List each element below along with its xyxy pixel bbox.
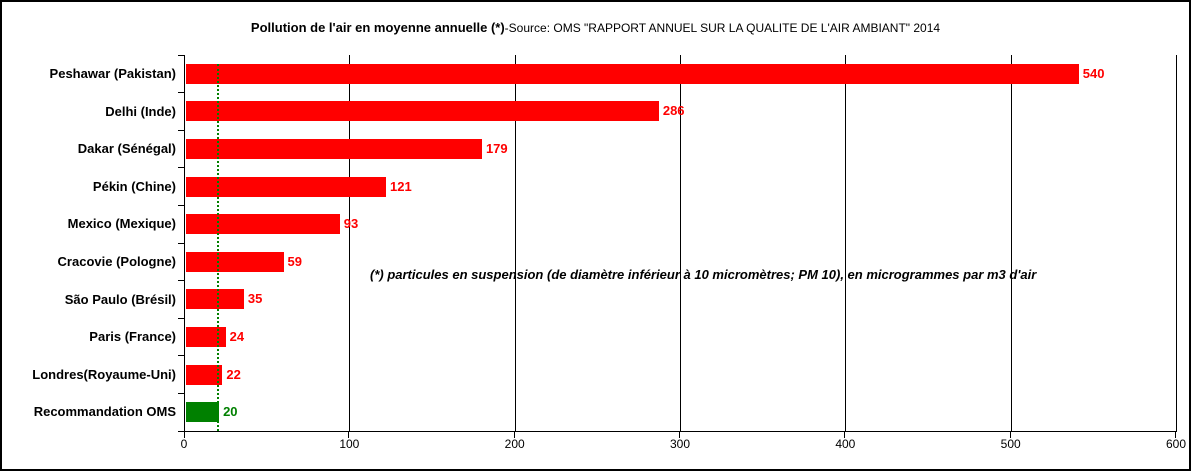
bar-paris-france	[186, 327, 226, 347]
bar-value-label: 24	[229, 329, 245, 344]
category-axis-tick	[178, 317, 184, 319]
gridline-200	[514, 55, 516, 431]
chart-title-source: -Source: OMS "RAPPORT ANNUEL SUR LA QUAL…	[504, 21, 941, 35]
category-axis-tick	[178, 204, 184, 206]
category-label: Recommandation OMS	[33, 404, 176, 420]
gridline-500	[1010, 55, 1012, 431]
value-axis-tick	[348, 432, 350, 438]
bar-value-label: 93	[343, 216, 359, 232]
value-axis-tick	[679, 432, 680, 438]
bar-delhi-inde	[186, 101, 659, 122]
value-axis-tick	[184, 432, 185, 438]
bar-cracovie-pologne	[186, 251, 284, 272]
value-axis-label: 100	[339, 437, 360, 451]
category-axis-tick	[178, 242, 184, 244]
category-label: Cracovie (Pologne)	[57, 254, 176, 269]
category-label: Pékin (Chine)	[92, 178, 176, 194]
category-label: Delhi (Inde)	[105, 103, 176, 119]
value-axis-tick	[513, 432, 515, 438]
value-axis-label: 400	[835, 437, 856, 451]
footnote-annotation: (*) particules en suspension (de diamètr…	[370, 267, 1037, 282]
chart-title: Pollution de l'air en moyenne annuelle (…	[2, 19, 1189, 37]
value-axis-tick	[1175, 432, 1176, 438]
category-label: Paris (France)	[89, 329, 176, 345]
value-axis-label: 200	[504, 437, 525, 451]
bar-value-label: 59	[287, 253, 302, 269]
gridline-100	[349, 55, 351, 431]
category-label: Londres(Royaume-Uni)	[32, 366, 176, 382]
bar-value-label: 179	[485, 141, 508, 156]
category-axis-tick	[178, 92, 184, 94]
category-axis-tick	[178, 129, 184, 131]
bar-dakar-s-n-gal	[186, 139, 482, 159]
bar-value-label: 35	[247, 291, 263, 307]
value-axis-label: 600	[1165, 437, 1187, 451]
chart-title-main: Pollution de l'air en moyenne annuelle (…	[250, 20, 505, 35]
category-label: Dakar (Sénégal)	[77, 141, 176, 157]
gridline-600	[1176, 55, 1177, 431]
bar-value-label: 20	[223, 404, 238, 420]
bar-value-label: 540	[1082, 65, 1105, 81]
bar-recommandation-oms	[186, 402, 220, 423]
plot-area: 540 286 179 121 93 59 35 24 22 20	[184, 55, 1177, 432]
category-axis-tick	[178, 430, 184, 432]
bar-peshawar-pakistan	[186, 63, 1079, 84]
category-axis-tick	[178, 280, 184, 282]
category-axis-tick	[178, 54, 184, 56]
bar-value-label: 286	[662, 103, 685, 119]
bar-p-kin-chine	[186, 176, 387, 197]
bar-s-o-paulo-br-sil	[186, 289, 244, 310]
value-axis-tick	[1009, 432, 1011, 438]
value-axis-label: 0	[180, 437, 188, 451]
gridline-300	[680, 55, 681, 431]
value-axis-label: 500	[1000, 437, 1021, 451]
category-label: Peshawar (Pakistan)	[49, 66, 176, 81]
category-label: Mexico (Mexique)	[67, 216, 176, 232]
category-axis-tick	[178, 355, 184, 357]
value-axis-tick	[844, 432, 846, 438]
bar-value-label: 22	[226, 366, 241, 382]
category-axis-tick	[178, 392, 184, 394]
who-recommendation-reference-line	[217, 63, 220, 431]
value-axis-label: 300	[669, 437, 691, 451]
category-axis-labels: Peshawar (Pakistan) Delhi (Inde) Dakar (Sé…	[2, 55, 176, 431]
category-label: São Paulo (Brésil)	[64, 291, 176, 307]
bar-value-label: 121	[390, 178, 412, 194]
category-axis-tick	[178, 167, 184, 169]
bar-londres-royaume-uni	[186, 364, 223, 385]
gridline-400	[845, 55, 847, 431]
bar-mexico-mexique	[186, 214, 340, 235]
